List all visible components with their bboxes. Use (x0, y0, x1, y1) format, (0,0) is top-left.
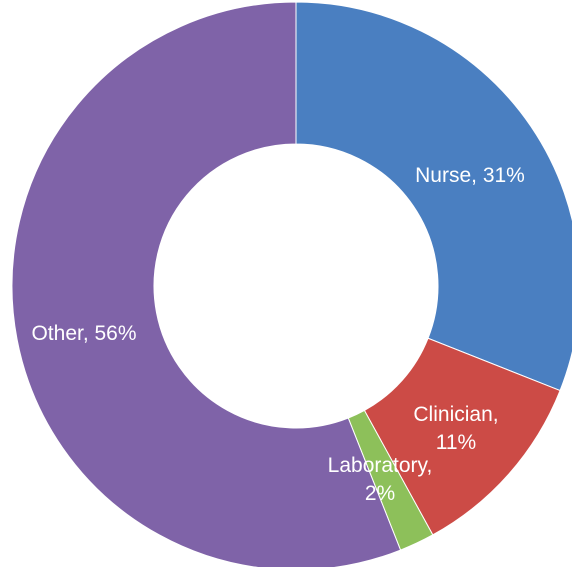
slice-label-clinician: Clinician, 11% (413, 403, 498, 454)
donut-slice-nurse (295, 1, 572, 392)
donut-labels: Nurse, 31% Clinician, 11%Laboratory, 2% Othe… (31, 164, 524, 505)
slice-label-other: Other, 56% (31, 322, 136, 345)
donut-slice-other (11, 1, 402, 567)
slice-label-nurse: Nurse, 31% (415, 164, 525, 187)
slice-label-laboratory: Laboratory, 2% (328, 454, 433, 505)
donut-slices (11, 1, 572, 567)
